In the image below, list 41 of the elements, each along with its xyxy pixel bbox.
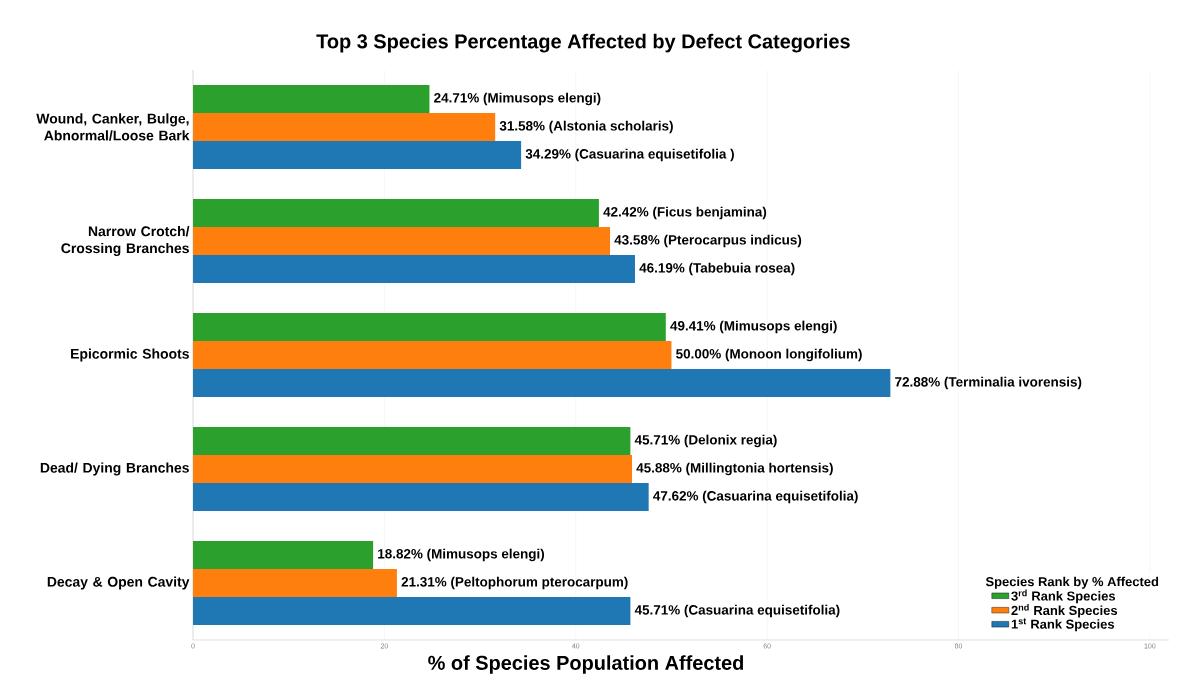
bar [193, 540, 374, 569]
bar [193, 597, 631, 626]
data-label: 47.62% (Casuarina equisetifolia) [653, 490, 858, 504]
data-label: 45.71% (Delonix regia) [634, 434, 777, 448]
data-label: 34.29% (Casuarina equisetifolia ) [525, 148, 734, 162]
y-tick-label: Epicormic Shoots [71, 348, 189, 362]
y-tick-label: Decay & Open Cavity [47, 576, 190, 590]
legend-label: 1$^{st}$ Rank Species [1011, 618, 1115, 632]
bar [193, 141, 522, 170]
data-label: 72.88% (Terminalia ivorensis) [895, 376, 1082, 390]
bar [193, 226, 611, 256]
data-label: 46.19% (Tabebuia rosea) [639, 262, 795, 276]
bar [193, 568, 397, 598]
y-tick-label: Dead/ Dying Branches [40, 462, 189, 476]
data-label: 50.00% (Monoon longifolium) [676, 348, 862, 362]
bar [193, 483, 649, 512]
bar [193, 340, 672, 370]
bar [193, 369, 891, 398]
data-label: 24.71% (Mimusops elengi) [434, 92, 601, 106]
bar [193, 84, 430, 113]
y-tick-label: Narrow Crotch/ Crossing Branches [61, 225, 190, 256]
y-tick-label: Wound, Canker, Bulge, Abnormal/Loose Bark [36, 113, 190, 141]
data-label: 45.88% (Millingtonia hortensis) [636, 462, 833, 476]
bar [193, 454, 633, 484]
data-label: 31.58% (Alstonia scholaris) [499, 120, 673, 134]
bar [193, 426, 631, 455]
data-label: 49.41% (Mimusops elengi) [670, 320, 837, 334]
bar [193, 198, 599, 227]
bar [193, 255, 635, 284]
data-label: 43.58% (Pterocarpus indicus) [614, 234, 802, 248]
data-label: 21.31% (Peltophorum pterocarpum) [401, 576, 628, 590]
bar [193, 312, 666, 341]
chart-title: Top 3 Species Percentage Affected by Defect Categories [316, 33, 850, 53]
bar [193, 112, 496, 142]
legend-label: 2$^{nd}$ Rank Species [1011, 603, 1118, 618]
data-label: 42.42% (Ficus benjamina) [603, 206, 767, 220]
legend-title: Species Rank by % Affected [985, 576, 1159, 589]
data-label: 45.71% (Casuarina equisetifolia) [634, 604, 840, 618]
legend-label: 3$^{rd}$ Rank Species [1011, 589, 1116, 604]
x-axis-title: % of Species Population Affected [428, 655, 744, 674]
data-label: 18.82% (Mimusops elengi) [378, 548, 545, 562]
